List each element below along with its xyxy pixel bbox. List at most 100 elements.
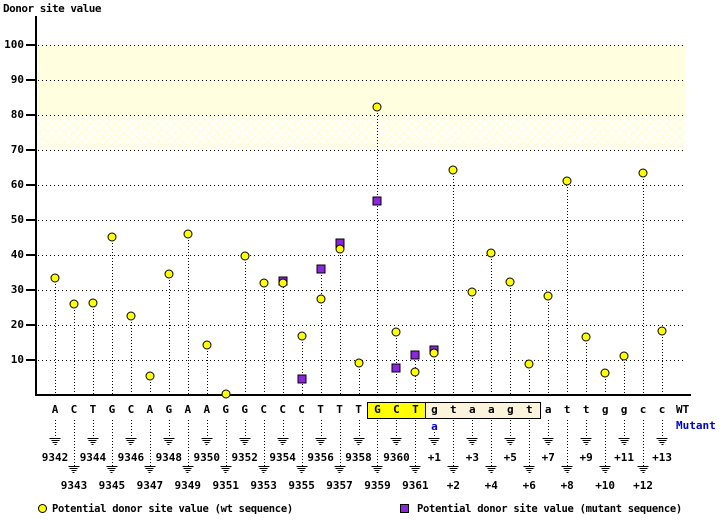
legend-mutant-marker-icon (400, 504, 409, 513)
y-axis-line (35, 16, 37, 396)
position-label: 9360 (383, 451, 410, 464)
wt-marker (335, 244, 345, 254)
arrowhead-icon (371, 466, 383, 474)
base-letter: C (393, 403, 400, 416)
chart-title: Donor site value (3, 2, 101, 15)
position-arrow (263, 420, 265, 466)
position-label: 9351 (212, 479, 239, 492)
position-label: +5 (503, 451, 517, 464)
arrowhead-icon (466, 438, 478, 446)
stem (358, 362, 360, 395)
position-arrow (301, 420, 303, 466)
base-letter: C (70, 403, 78, 416)
mutant-marker (372, 196, 382, 206)
wt-row-label: WT (676, 403, 690, 416)
y-tick-100 (26, 44, 35, 46)
position-arrow (453, 420, 455, 466)
stem (624, 355, 626, 395)
position-label: +13 (652, 451, 672, 464)
position-label: 9347 (136, 479, 164, 492)
stem (586, 337, 588, 395)
base-letter: t (563, 403, 571, 416)
stem (73, 303, 75, 395)
y-tick-label-80: 80 (10, 108, 24, 121)
position-arrow (358, 420, 360, 438)
legend-wt-marker-icon (38, 504, 47, 513)
y-tick-label-50: 50 (10, 213, 24, 226)
stem (92, 302, 94, 395)
position-arrow (662, 420, 664, 438)
arrowhead-icon (220, 466, 232, 474)
base-letter: T (317, 403, 324, 416)
position-arrow (225, 420, 227, 466)
base-letter: C (298, 403, 305, 416)
stem (434, 350, 436, 395)
wt-marker (505, 277, 515, 287)
position-arrow (377, 420, 379, 466)
wt-marker (354, 358, 364, 368)
y-tick-label-90: 90 (10, 73, 24, 86)
arrowhead-icon (258, 466, 270, 474)
y-tick-60 (26, 184, 35, 186)
y-tick-80 (26, 114, 35, 116)
wt-marker (69, 299, 79, 309)
position-arrow (586, 420, 588, 438)
stem (168, 273, 170, 395)
stem (149, 375, 151, 395)
position-arrow (339, 420, 341, 466)
position-arrow (168, 420, 170, 438)
base-letter: c (658, 403, 666, 416)
y-tick-40 (26, 254, 35, 256)
position-label: 9358 (345, 451, 372, 464)
wt-marker (638, 168, 648, 178)
base-letter: C (127, 403, 135, 416)
arrowhead-icon (447, 466, 459, 474)
arrowhead-icon (542, 438, 554, 446)
wt-marker (372, 102, 382, 112)
position-arrow (643, 420, 645, 466)
base-letter: t (582, 403, 590, 416)
position-label: +8 (560, 479, 574, 492)
arrowhead-icon (618, 438, 630, 446)
stem (605, 372, 607, 395)
position-label: 9350 (193, 451, 221, 464)
position-label: 9359 (364, 479, 391, 492)
legend-wt-label: Potential donor site value (wt sequence) (52, 503, 293, 515)
position-arrow (510, 420, 512, 438)
arrowhead-icon (580, 438, 592, 446)
arrowhead-icon (390, 438, 402, 446)
y-tick-50 (26, 219, 35, 221)
base-letter: g (506, 403, 514, 416)
mutant-row-label: Mutant (676, 419, 716, 432)
arrowhead-icon (334, 466, 346, 474)
position-label: 9357 (326, 479, 353, 492)
position-arrow (206, 420, 208, 438)
arrowhead-icon (144, 466, 156, 474)
stem (263, 283, 265, 395)
base-letter: C (260, 403, 267, 416)
mutant-marker (297, 374, 307, 384)
y-tick-label-10: 10 (10, 353, 24, 366)
position-arrow (320, 420, 322, 438)
y-tick-30 (26, 289, 35, 291)
stem (377, 106, 379, 395)
base-letter: c (639, 403, 647, 416)
base-letter: T (355, 403, 362, 416)
wt-marker (316, 294, 326, 304)
position-label: +4 (484, 479, 498, 492)
stem (548, 295, 550, 395)
position-label: 9355 (288, 479, 315, 492)
wt-marker (221, 389, 231, 399)
position-arrow (529, 420, 531, 466)
stem (187, 233, 189, 395)
wt-marker (297, 331, 307, 341)
position-label: 9345 (98, 479, 126, 492)
arrowhead-icon (637, 466, 649, 474)
base-letter: G (108, 403, 116, 416)
wt-marker (657, 326, 667, 336)
base-letter: g (620, 403, 628, 416)
stem (472, 291, 474, 395)
base-letter: A (184, 403, 192, 416)
base-letter: C (279, 403, 286, 416)
